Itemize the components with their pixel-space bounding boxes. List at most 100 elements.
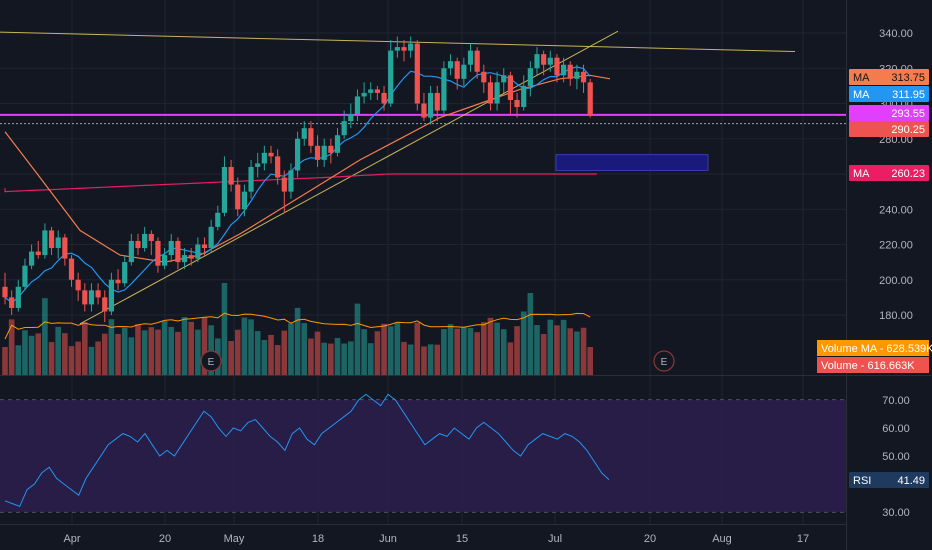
volume-bar [487, 317, 494, 375]
volume-ma-line [4, 312, 591, 340]
volume-bar [434, 344, 441, 375]
candle-body [441, 68, 447, 111]
ma-mid-badge-value: 313.75 [891, 72, 925, 84]
candle-body [314, 145, 321, 160]
volume-bar [334, 337, 341, 375]
candle-body [128, 240, 134, 263]
volume-ma-badge-text: Volume MA - 628.539K [821, 343, 932, 355]
volume-bar [135, 324, 141, 375]
price-badges: MA 313.75 MA 311.95 293.55 290.25 MA 260.23 RSI 4… [817, 69, 932, 488]
ma-mid-badge: MA 313.75 [849, 69, 929, 85]
ma-slow-badge-bg [849, 165, 929, 181]
volume-bar [48, 342, 55, 375]
volume-bar [148, 327, 155, 375]
volume-bar [42, 298, 48, 375]
candle-body [461, 64, 467, 79]
time-tick-label: May [224, 533, 245, 545]
earnings-marker-icon[interactable] [200, 350, 222, 372]
volume-bar [481, 322, 487, 375]
ma-slow-line [4, 173, 597, 193]
candle-body [554, 57, 560, 76]
volume-bar [35, 333, 42, 375]
volume-bar [254, 331, 261, 375]
candle-body [421, 103, 427, 118]
candle-body [215, 212, 221, 227]
candle-body [328, 145, 334, 153]
candle-body [414, 43, 420, 104]
candle-body [95, 290, 101, 298]
volume-bar [128, 337, 135, 375]
candle-body [281, 177, 287, 192]
volume-bar [354, 303, 361, 375]
candle-body [580, 71, 587, 83]
price-tick-label: 220.00 [879, 240, 913, 252]
ma-slow-badge-name: MA [853, 168, 870, 180]
ma-slow-badge: MA 260.23 [849, 165, 929, 181]
candle-body [48, 230, 55, 249]
candle-body [108, 279, 114, 312]
volume-bar [454, 328, 460, 375]
ma-fast-badge-bg [849, 86, 929, 102]
level-293-badge: 293.55 [849, 105, 929, 121]
volume-bar [301, 323, 308, 375]
candle-body [527, 68, 533, 86]
candle-body [507, 75, 513, 100]
candle-body [188, 255, 194, 259]
volume-bar [195, 329, 201, 375]
volume-bar [308, 338, 314, 375]
candle-body [235, 184, 241, 210]
candle-body [487, 82, 494, 104]
earnings-marker-icon[interactable] [653, 350, 675, 372]
rsi-tick-label: 70.00 [882, 395, 910, 407]
candle-body [148, 233, 154, 241]
volume-bar [101, 333, 108, 375]
volume-bar [234, 329, 241, 375]
candle-body [261, 152, 267, 164]
volume-bar [115, 333, 121, 375]
candle-body [155, 240, 161, 266]
candle-body [288, 170, 294, 192]
candle-body [168, 240, 174, 256]
volume-bar [155, 329, 161, 375]
candle-body [361, 92, 367, 97]
candle-body [88, 290, 95, 305]
candle-body [494, 82, 500, 104]
demand-zone-rectangle[interactable] [555, 154, 709, 171]
volume-bar [241, 317, 248, 375]
candle-body [321, 145, 327, 160]
time-axis[interactable]: Apr 20 May 18 Jun 15 Jul 20 Aug 17 [63, 533, 809, 545]
candle-body [75, 279, 81, 291]
volume-bar [580, 327, 587, 375]
volume-bar [447, 324, 454, 375]
volume-bar [208, 325, 214, 375]
ma-fast-badge: MA 311.95 [849, 86, 929, 102]
candle-body [68, 258, 75, 280]
volume-bar [28, 335, 35, 375]
volume-bar [394, 322, 401, 375]
volume-bar [527, 293, 534, 375]
rsi-axis[interactable]: 70.00 60.00 50.00 30.00 [882, 395, 910, 519]
volume-bar [274, 345, 281, 375]
volume-bar [500, 329, 507, 375]
volume-bar [367, 343, 374, 375]
candle-body [175, 240, 181, 263]
candle-body [481, 71, 487, 83]
candle-body [348, 114, 354, 122]
volume-bar [108, 319, 115, 375]
ma-fast-badge-value: 311.95 [892, 89, 925, 101]
volume-bar [75, 341, 81, 375]
rsi-tick-label: 60.00 [882, 423, 910, 435]
time-tick-label: 17 [797, 533, 809, 545]
candle-body [514, 99, 520, 108]
candlesticks [2, 36, 593, 323]
volume-bar [507, 342, 514, 375]
volume-bar [401, 341, 407, 375]
volume-bar [560, 319, 567, 375]
volume-bar [321, 342, 327, 375]
volume-bar [248, 319, 254, 375]
volume-bar [387, 326, 394, 375]
volume-bar [374, 331, 381, 375]
candle-body [55, 237, 61, 249]
